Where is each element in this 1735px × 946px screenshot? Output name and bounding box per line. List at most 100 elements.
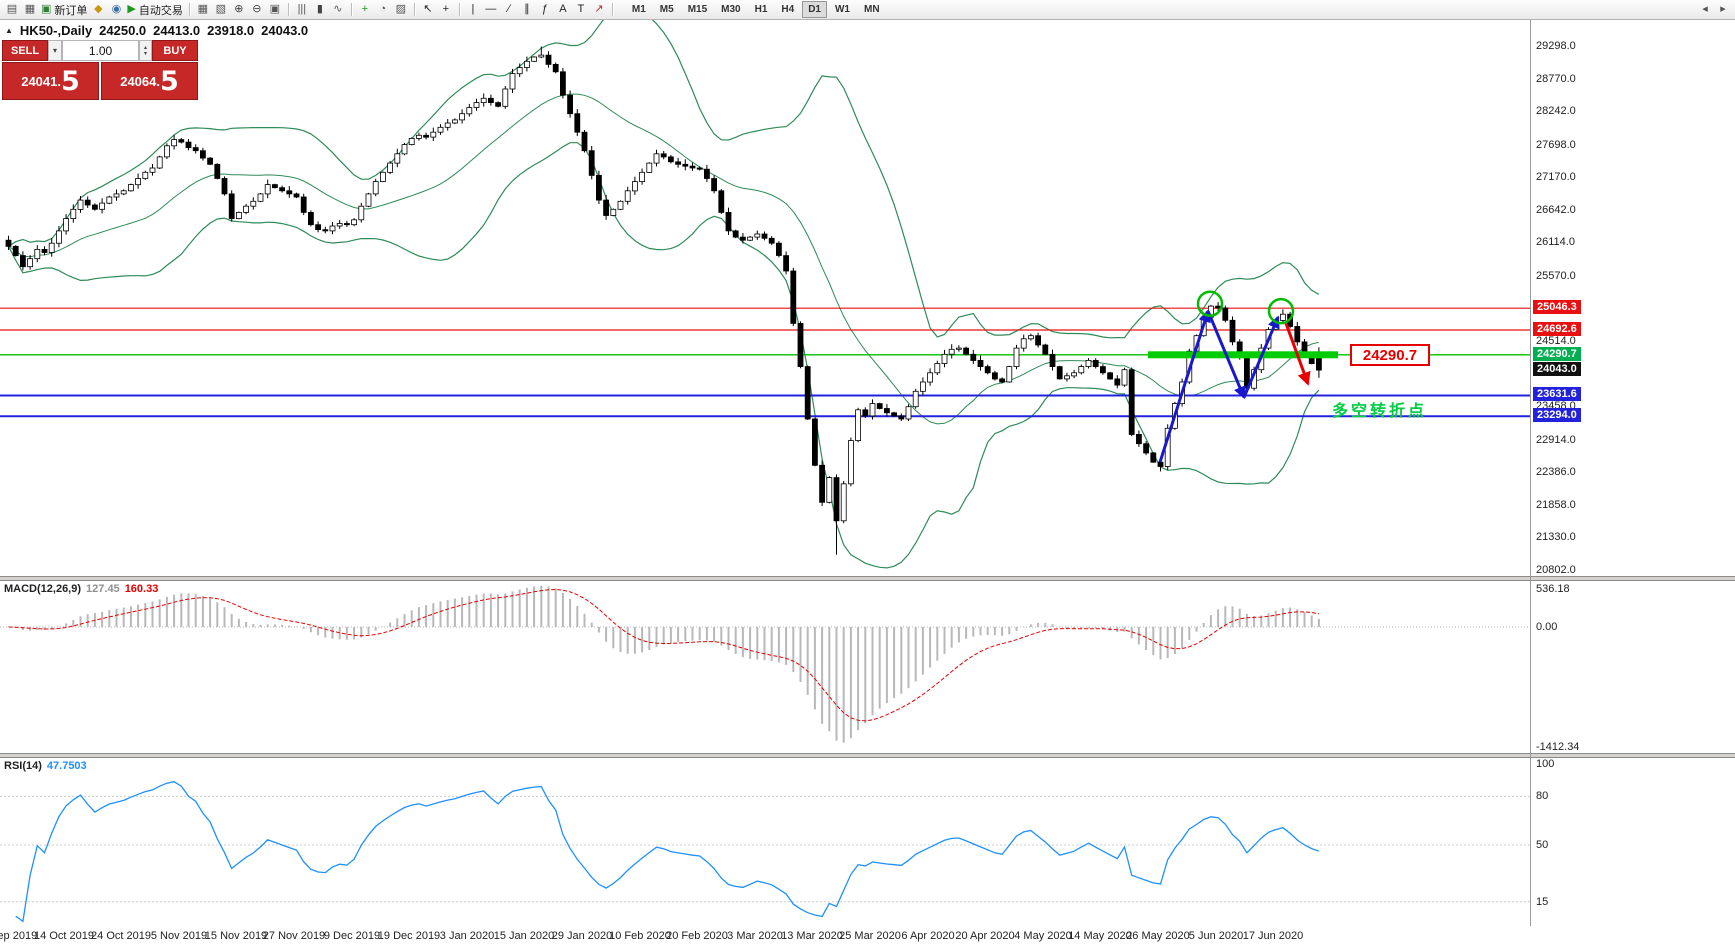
trendline-icon[interactable]: ∕: [500, 1, 518, 18]
date-axis-label: 20 Apr 2020: [955, 930, 1015, 942]
timeframe-w1[interactable]: W1: [834, 4, 850, 15]
toolbar-separator: [350, 3, 352, 16]
tile-windows-icon[interactable]: ▦: [194, 1, 212, 18]
timeframe-d1[interactable]: D1: [802, 1, 827, 18]
arrange-windows-icon[interactable]: ▣: [266, 1, 284, 18]
price-level-tag: 24290.7: [1533, 347, 1581, 361]
price-axis-label: 26114.0: [1536, 236, 1575, 248]
timeframe-group: M1 M5 M15 M30 H1 H4 D1 W1 MN: [625, 1, 887, 18]
sell-price-main: 24041.: [21, 73, 61, 89]
scroll-left-icon[interactable]: ◂: [1696, 1, 1714, 18]
macd-indicator-label: MACD(12,26,9) 127.45 160.33: [4, 583, 158, 595]
cursor-icon[interactable]: ↖: [419, 1, 437, 18]
zoom-out-icon[interactable]: ⊖: [248, 1, 266, 18]
toolbar-separator: [413, 3, 415, 16]
line-chart-icon[interactable]: ∿: [329, 1, 347, 18]
new-chart-icon: ▤: [6, 3, 18, 15]
volume-down-icon[interactable]: ▾: [143, 50, 147, 57]
arrows-icon[interactable]: ↗: [590, 1, 608, 18]
crosshair-icon[interactable]: +: [437, 1, 455, 18]
macd-name: MACD(12,26,9): [4, 583, 82, 595]
date-axis-label: 26 May 2020: [1126, 930, 1190, 942]
toolbar-separator: [188, 3, 190, 16]
timeframe-m5[interactable]: M5: [659, 4, 674, 15]
macd-main-value: 127.45: [86, 583, 120, 595]
quick-trade-collapse-icon[interactable]: ▲: [5, 26, 13, 35]
price-axis-label: 25570.0: [1536, 270, 1576, 282]
one-click-trading-panel: SELL ▾ 1.00 ▴ ▾ BUY 24041. 5 24064. 5: [2, 40, 198, 100]
price-axis[interactable]: 29298.0 28770.0 28242.0 27698.0 27170.0 26642…: [1530, 0, 1735, 946]
bar-chart-icon[interactable]: |||: [293, 1, 311, 18]
new-order-button[interactable]: ▣ 新订单: [39, 1, 89, 18]
date-axis-label: 9 Dec 2019: [323, 930, 381, 942]
price-axis-label: 29298.0: [1536, 40, 1576, 52]
date-axis-label: 3 Mar 2020: [727, 930, 783, 942]
new-chart-icon[interactable]: ▤: [3, 1, 21, 18]
buy-price-display[interactable]: 24064. 5: [101, 62, 198, 100]
timeframe-m1[interactable]: M1: [631, 4, 646, 15]
arrange-windows-icon: ▣: [269, 3, 281, 15]
zoom-out-icon: ⊖: [252, 3, 262, 15]
date-axis-label: 4 May 2020: [1014, 930, 1072, 942]
scroll-left-icon: ◂: [1702, 3, 1708, 15]
sell-price-display[interactable]: 24041. 5: [2, 62, 99, 100]
fibonacci-icon[interactable]: ƒ: [536, 1, 554, 18]
horizontal-line-icon[interactable]: ―: [482, 1, 500, 18]
arrows-icon: ↗: [594, 3, 604, 15]
date-axis-label: 20 Feb 2020: [666, 930, 728, 942]
price-level-tag: 24692.6: [1533, 322, 1581, 336]
level-price-tag[interactable]: 24290.7: [1350, 344, 1430, 366]
date-axis-label: 6 Apr 2020: [901, 930, 955, 942]
date-axis-label: 17 Jun 2020: [1242, 930, 1304, 942]
scroll-right-icon[interactable]: ▸: [1714, 1, 1732, 18]
text-icon[interactable]: A: [554, 1, 572, 18]
date-axis-label: 24 Oct 2019: [91, 930, 151, 942]
date-axis-label: 15 Jan 2020: [493, 930, 555, 942]
timeframe-m30[interactable]: M30: [721, 4, 741, 15]
date-axis-label: 25 Mar 2020: [839, 930, 901, 942]
label-icon[interactable]: T: [572, 1, 590, 18]
volume-up-icon[interactable]: ▴: [143, 44, 147, 51]
price-level-tag: 23631.6: [1533, 387, 1581, 401]
autotrading-button-label: 自动交易: [138, 4, 183, 17]
metaeditor-icon[interactable]: ◆: [89, 1, 107, 18]
date-axis-label: 30 Sep 2019: [0, 930, 38, 942]
volume-dropdown-icon[interactable]: ▾: [48, 40, 62, 61]
ohlc-close: 24043.0: [261, 23, 309, 38]
price-axis-label: 22914.0: [1536, 434, 1576, 446]
vertical-line-icon[interactable]: |: [464, 1, 482, 18]
volume-stepper[interactable]: ▴ ▾: [139, 40, 152, 61]
timeframe-h1[interactable]: H1: [754, 4, 768, 15]
strategy-tester-icon[interactable]: ◉: [107, 1, 125, 18]
zoom-in-icon[interactable]: ⊕: [230, 1, 248, 18]
turning-point-note[interactable]: 多空转折点: [1332, 403, 1428, 420]
ohlc-low: 23918.0: [207, 23, 255, 38]
price-level-tag: 25046.3: [1533, 300, 1581, 314]
line-chart-icon: ∿: [333, 3, 343, 15]
add-indicator-icon[interactable]: +: [356, 1, 374, 18]
timeframe-mn[interactable]: MN: [863, 4, 880, 15]
date-axis-label: 3 Jan 2020: [439, 930, 495, 942]
price-axis-label: 22386.0: [1536, 466, 1576, 478]
timeframe-m15[interactable]: M15: [687, 4, 708, 15]
timeframe-h4[interactable]: H4: [781, 4, 795, 15]
date-axis-label: 5 Nov 2019: [150, 930, 208, 942]
autotrading-button[interactable]: ▶ 自动交易: [125, 1, 184, 18]
templates-icon[interactable]: ▨: [392, 1, 410, 18]
channel-icon[interactable]: ∥: [518, 1, 536, 18]
candlestick-chart-icon[interactable]: ▮: [311, 1, 329, 18]
volume-input[interactable]: 1.00: [62, 40, 139, 61]
channel-icon: ∥: [524, 3, 530, 15]
scroll-right-icon: ▸: [1720, 3, 1726, 15]
ohlc-open: 24250.0: [99, 23, 147, 38]
new-order-icon: ▣: [41, 3, 52, 15]
buy-button[interactable]: BUY: [152, 40, 198, 61]
sell-button[interactable]: SELL: [2, 40, 48, 61]
periods-icon[interactable]: ◔: [374, 1, 392, 18]
cascade-windows-icon[interactable]: ▧: [212, 1, 230, 18]
profiles-icon[interactable]: ▦: [21, 1, 39, 18]
tile-windows-icon: ▦: [197, 3, 209, 15]
price-axis-label: 27170.0: [1536, 171, 1576, 183]
